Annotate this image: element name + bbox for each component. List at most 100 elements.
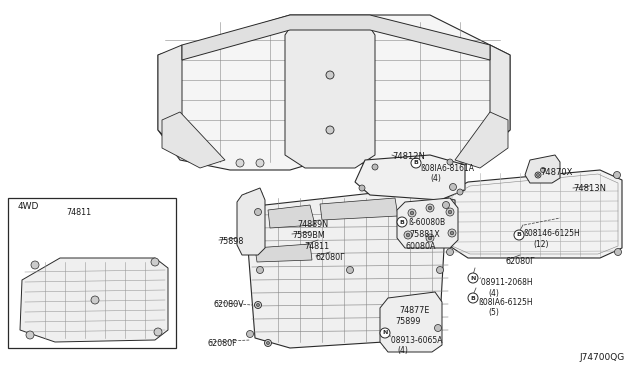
Polygon shape [158,15,510,170]
Circle shape [535,172,541,178]
Text: 74870X: 74870X [540,168,572,177]
Circle shape [428,206,432,210]
Circle shape [408,209,416,217]
Text: B: B [413,160,419,166]
Text: 74811: 74811 [304,242,329,251]
Text: ´08913-6065A: ´08913-6065A [388,336,444,345]
Circle shape [450,231,454,235]
Circle shape [468,273,478,283]
Polygon shape [380,292,442,352]
Circle shape [346,266,353,273]
Circle shape [426,234,434,242]
Circle shape [256,159,264,167]
Circle shape [257,304,259,307]
Circle shape [264,340,271,346]
Circle shape [266,341,269,344]
Circle shape [442,202,449,208]
Circle shape [614,248,621,256]
Circle shape [154,328,162,336]
Circle shape [91,296,99,304]
Text: 62080Γ: 62080Γ [315,253,344,262]
Text: N: N [382,330,388,336]
Circle shape [436,266,444,273]
Circle shape [151,258,159,266]
Text: 62080F: 62080F [208,339,237,348]
Circle shape [447,248,454,256]
Circle shape [416,159,424,167]
Polygon shape [162,112,225,168]
Circle shape [257,266,264,273]
Polygon shape [158,45,182,155]
Text: 4WD: 4WD [18,202,40,211]
Circle shape [514,230,524,240]
Circle shape [614,171,621,179]
Text: (12): (12) [533,240,548,249]
Polygon shape [355,155,465,200]
Polygon shape [397,198,458,248]
Text: B: B [399,219,404,224]
Circle shape [397,217,407,227]
Polygon shape [455,112,508,168]
Text: B: B [470,295,476,301]
Circle shape [255,301,262,308]
Text: 74813N: 74813N [573,184,606,193]
Circle shape [449,183,456,190]
Text: B: B [516,232,522,237]
Circle shape [255,208,262,215]
Circle shape [236,159,244,167]
Circle shape [396,159,404,167]
Circle shape [541,167,545,173]
Text: (4): (4) [397,346,408,355]
Circle shape [372,164,378,170]
Circle shape [448,210,452,214]
Text: 60080A: 60080A [406,242,436,251]
Polygon shape [237,188,265,255]
Bar [8,198,176,348]
Text: ß08IA6-8161A: ß08IA6-8161A [420,164,474,173]
Text: 74877E: 74877E [399,306,429,315]
Polygon shape [268,205,315,228]
Text: 62080Γ: 62080Γ [505,257,534,266]
Text: 74812N: 74812N [392,152,425,161]
Polygon shape [285,20,375,168]
Circle shape [31,261,39,269]
Text: N: N [470,276,476,280]
Polygon shape [182,15,490,60]
Circle shape [404,231,412,239]
Text: 75899: 75899 [395,317,420,326]
Polygon shape [490,45,510,145]
Text: ß08146-6125H: ß08146-6125H [523,229,580,238]
Circle shape [410,211,414,215]
Text: 75881X: 75881X [409,230,440,239]
Circle shape [26,331,34,339]
Circle shape [447,159,453,165]
Circle shape [457,189,463,195]
Circle shape [411,158,421,168]
Polygon shape [320,198,398,220]
Text: 7589BM: 7589BM [292,231,324,240]
Text: (4): (4) [430,174,441,183]
Text: (5): (5) [488,308,499,317]
Circle shape [428,236,432,240]
Text: ß08IA6-6125H: ß08IA6-6125H [478,298,532,307]
Circle shape [446,208,454,216]
Text: 75898: 75898 [218,237,243,246]
Circle shape [326,126,334,134]
Circle shape [380,328,390,338]
Text: (4): (4) [488,289,499,298]
Circle shape [246,330,253,337]
Polygon shape [245,190,455,348]
Text: 62080V: 62080V [214,300,244,309]
Polygon shape [20,258,168,342]
Circle shape [435,324,442,331]
Text: 74889N: 74889N [297,220,328,229]
Circle shape [468,293,478,303]
Text: 74811: 74811 [66,208,91,217]
Polygon shape [448,170,622,258]
Circle shape [326,71,334,79]
Polygon shape [255,244,312,262]
Polygon shape [525,155,560,183]
Circle shape [359,185,365,191]
Text: ß-60080B: ß-60080B [408,218,445,227]
Circle shape [448,229,456,237]
